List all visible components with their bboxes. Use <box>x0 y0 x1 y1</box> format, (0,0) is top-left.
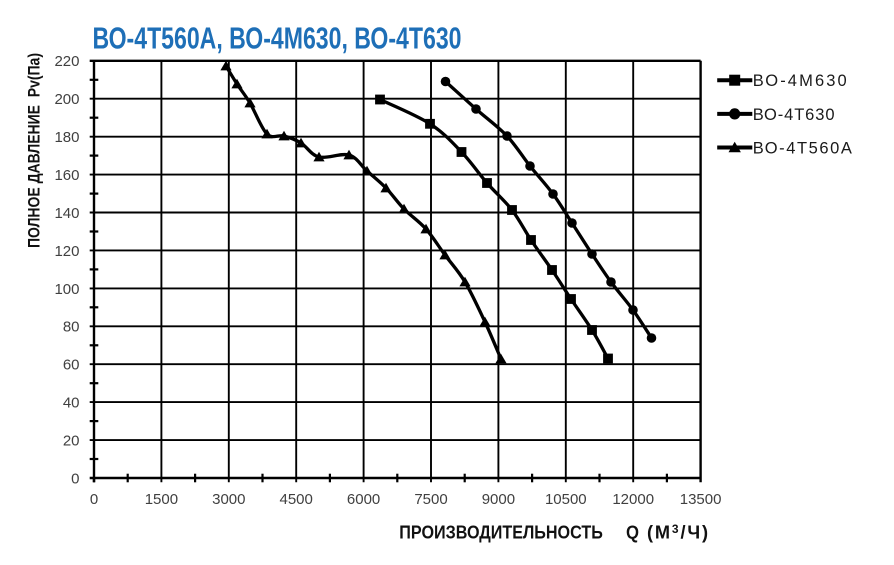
svg-text:ВО-4Т630: ВО-4Т630 <box>753 106 835 124</box>
svg-text:40: 40 <box>63 395 80 412</box>
svg-text:(М3/Ч): (М3/Ч) <box>647 522 710 542</box>
svg-text:ПОЛНОЕ ДАВЛЕНИЕ Pv(Па): ПОЛНОЕ ДАВЛЕНИЕ Pv(Па) <box>25 53 44 248</box>
svg-text:Q: Q <box>626 522 639 542</box>
svg-text:180: 180 <box>54 129 79 146</box>
svg-text:140: 140 <box>54 205 79 222</box>
svg-text:ПРОИЗВОДИТЕЛЬНОСТЬ: ПРОИЗВОДИТЕЛЬНОСТЬ <box>399 522 603 542</box>
svg-text:12000: 12000 <box>612 491 654 508</box>
svg-text:160: 160 <box>54 167 79 184</box>
svg-text:6000: 6000 <box>347 491 380 508</box>
svg-text:120: 120 <box>54 243 79 260</box>
svg-text:13500: 13500 <box>680 491 722 508</box>
svg-text:60: 60 <box>63 357 80 374</box>
svg-text:20: 20 <box>63 433 80 450</box>
svg-text:100: 100 <box>54 281 79 298</box>
svg-text:4500: 4500 <box>280 491 313 508</box>
svg-text:9000: 9000 <box>482 491 515 508</box>
svg-text:0: 0 <box>90 491 98 508</box>
svg-text:80: 80 <box>63 319 80 336</box>
svg-text:1500: 1500 <box>145 491 178 508</box>
svg-text:ВО-4Т560А: ВО-4Т560А <box>753 139 852 157</box>
svg-text:220: 220 <box>54 53 79 70</box>
svg-text:ВО-4М630: ВО-4М630 <box>753 72 847 90</box>
svg-text:7500: 7500 <box>414 491 447 508</box>
svg-text:200: 200 <box>54 91 79 108</box>
svg-text:3000: 3000 <box>212 491 245 508</box>
svg-text:10500: 10500 <box>545 491 587 508</box>
svg-text:0: 0 <box>71 470 79 487</box>
svg-text:ВО-4Т560А, ВО-4М630, ВО-4Т630: ВО-4Т560А, ВО-4М630, ВО-4Т630 <box>93 22 462 56</box>
